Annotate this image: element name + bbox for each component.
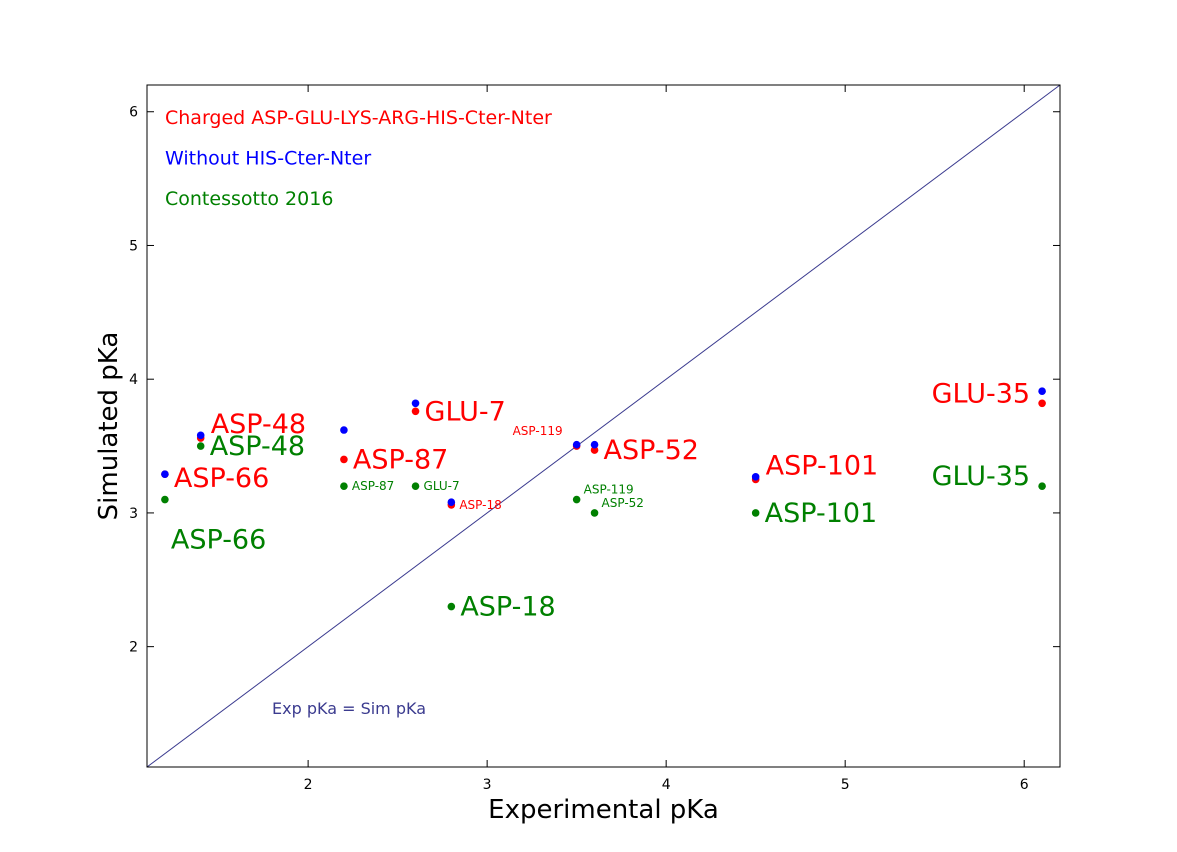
- data-point: [161, 495, 169, 504]
- point-label: ASP-101: [765, 498, 878, 529]
- y-tick-label: 4: [129, 372, 138, 388]
- legend-entry: Without HIS-Cter-Nter: [165, 148, 371, 170]
- data-point: [340, 455, 348, 464]
- point-label: ASP-18: [459, 498, 501, 512]
- point-label: GLU-35: [932, 378, 1030, 409]
- x-tick-label: 5: [841, 777, 850, 793]
- point-label: ASP-119: [584, 483, 634, 497]
- data-point: [447, 498, 456, 507]
- data-point: [572, 495, 581, 504]
- data-points-layer: [161, 387, 1046, 611]
- point-label: ASP-87: [353, 444, 448, 475]
- x-axis-title: Experimental pKa: [488, 795, 719, 825]
- data-point: [340, 426, 348, 434]
- data-point: [751, 473, 760, 481]
- legend-entry: Charged ASP-GLU-LYS-ARG-HIS-Cter-Nter: [165, 107, 552, 129]
- x-tick-label: 6: [1020, 777, 1029, 793]
- reference-line-layer: Exp pKa = Sim pKa: [146, 84, 1061, 768]
- y-axis-title: Simulated pKa: [94, 332, 124, 521]
- point-labels-layer: ASP-66ASP-48ASP-87GLU-7ASP-18ASP-119ASP-…: [171, 378, 1030, 622]
- axes: 2 3 4 5 6 2 3 4 5 6: [129, 85, 1060, 793]
- data-point: [590, 440, 599, 449]
- y-tick-label: 2: [129, 640, 138, 656]
- data-point: [411, 399, 420, 408]
- point-label: GLU-7: [424, 479, 460, 493]
- reference-line: [146, 84, 1061, 768]
- point-label: ASP-101: [766, 450, 879, 481]
- data-point: [1038, 399, 1046, 408]
- y-tick-label: 5: [129, 238, 138, 254]
- x-tick-label: 3: [483, 777, 492, 793]
- point-label: ASP-87: [352, 479, 394, 493]
- data-point: [572, 440, 581, 449]
- data-point: [590, 446, 599, 454]
- data-point: [411, 482, 420, 490]
- point-label: ASP-66: [174, 463, 269, 494]
- data-point: [1038, 387, 1046, 396]
- point-label: ASP-52: [604, 435, 699, 466]
- y-tick-label: 3: [129, 506, 138, 522]
- data-point: [340, 482, 348, 490]
- legend: Charged ASP-GLU-LYS-ARG-HIS-Cter-Nter Wit…: [165, 107, 552, 210]
- data-point: [411, 407, 420, 416]
- data-point: [196, 431, 205, 440]
- data-point: [1038, 482, 1046, 490]
- point-label: GLU-7: [425, 396, 506, 427]
- data-point: [161, 470, 169, 478]
- point-label: ASP-48: [210, 431, 305, 462]
- data-point: [196, 442, 205, 450]
- plot-area-frame: [146, 84, 1061, 768]
- data-point: [590, 509, 599, 517]
- data-point: [447, 602, 456, 611]
- x-tick-label: 2: [304, 777, 313, 793]
- y-tick-label: 6: [129, 105, 138, 121]
- point-label: ASP-66: [171, 525, 266, 556]
- point-label: ASP-18: [460, 592, 555, 623]
- reference-line-label: Exp pKa = Sim pKa: [272, 699, 426, 718]
- data-point: [751, 509, 760, 517]
- x-tick-label: 4: [662, 777, 671, 793]
- point-label: ASP-52: [602, 496, 644, 510]
- point-label: ASP-119: [513, 424, 563, 438]
- point-label: GLU-35: [932, 461, 1030, 492]
- legend-entry: Contessotto 2016: [165, 188, 333, 210]
- point-label: ASP-48: [211, 409, 306, 440]
